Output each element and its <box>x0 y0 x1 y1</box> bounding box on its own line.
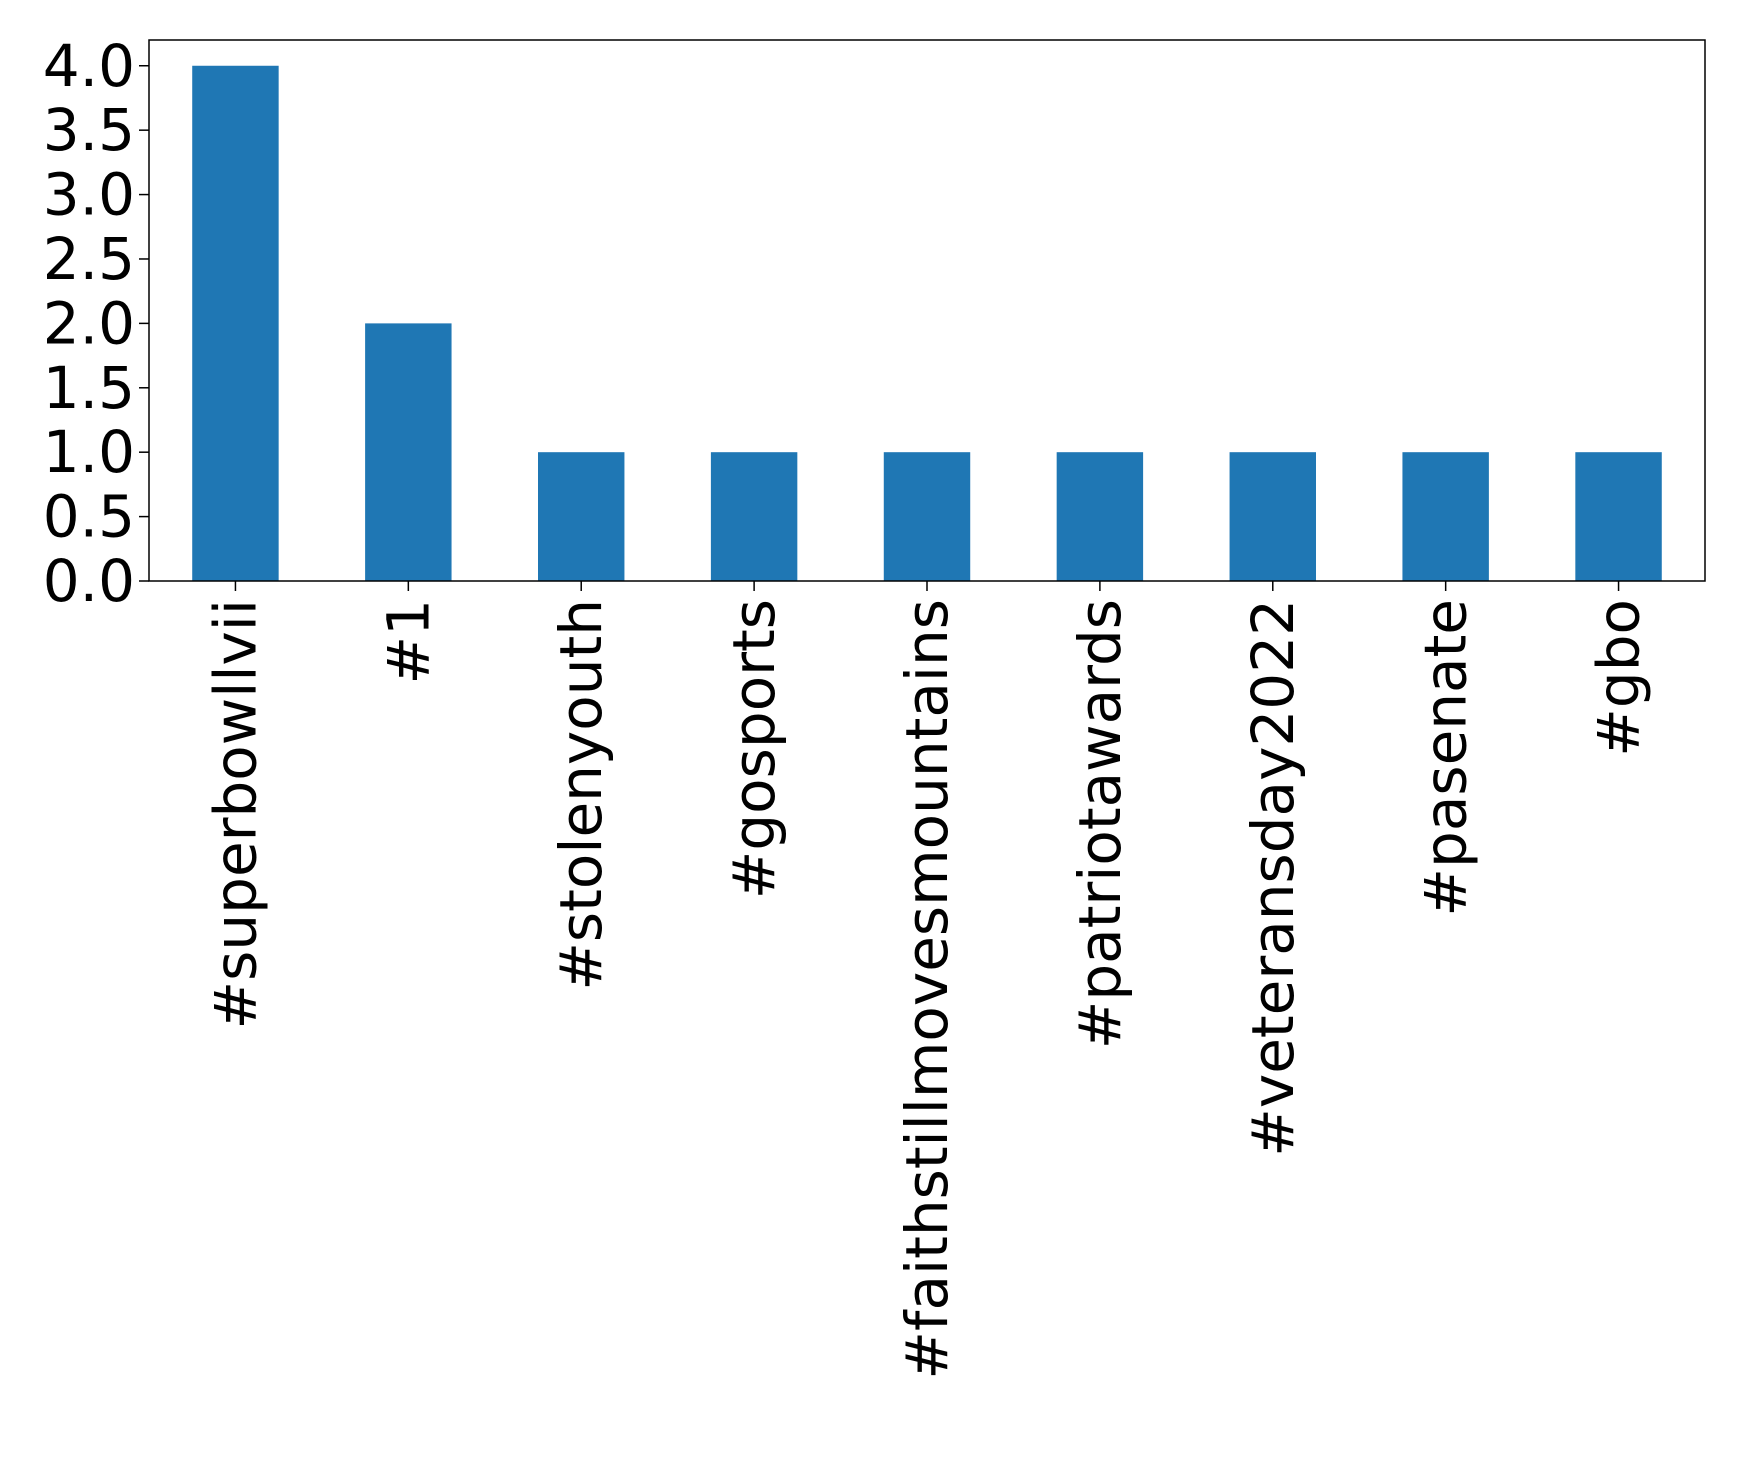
x-tick-label: #gbo <box>1585 599 1653 757</box>
y-tick-label: 0.5 <box>43 483 135 551</box>
y-tick-label: 3.5 <box>43 96 135 164</box>
y-tick-label: 4.0 <box>43 32 135 100</box>
y-tick-label: 0.0 <box>43 547 135 615</box>
x-tick-label: #1 <box>374 599 442 685</box>
y-tick-label: 1.0 <box>43 418 135 486</box>
x-tick-label: #faithstillmovesmountains <box>893 599 961 1380</box>
x-tick-label: #stolenyouth <box>547 599 615 991</box>
bar-patriotawards <box>1056 452 1144 581</box>
x-axis: #superbowllvii #1 #stolenyouth #gosports #fa… <box>201 581 1653 1380</box>
y-tick-label: 2.0 <box>43 289 135 357</box>
bar-pasenate <box>1402 452 1489 581</box>
x-tick-label: #veteransday2022 <box>1239 599 1307 1157</box>
x-tick-label: #patriotawards <box>1066 599 1134 1049</box>
y-tick-label: 1.5 <box>43 354 135 422</box>
bar-veteransday2022 <box>1229 452 1316 581</box>
y-axis: 0.00.51.01.52.02.53.03.54.0 <box>43 32 149 615</box>
bar-faithstillmovesmountains <box>883 452 971 581</box>
bar-gosports <box>710 452 798 581</box>
bar-gbo <box>1575 452 1662 581</box>
bar-1 <box>365 323 452 581</box>
bars-layer <box>192 65 1662 581</box>
plot-frame <box>148 39 1706 582</box>
y-tick-label: 2.5 <box>43 225 135 293</box>
y-tick-label: 3.0 <box>43 161 135 229</box>
x-tick-label: #pasenate <box>1412 599 1480 917</box>
x-tick-label: #superbowllvii <box>201 599 269 1029</box>
bar-stolenyouth <box>538 452 625 581</box>
bar-superbowllvii <box>192 65 279 581</box>
x-tick-label: #gosports <box>720 599 788 899</box>
